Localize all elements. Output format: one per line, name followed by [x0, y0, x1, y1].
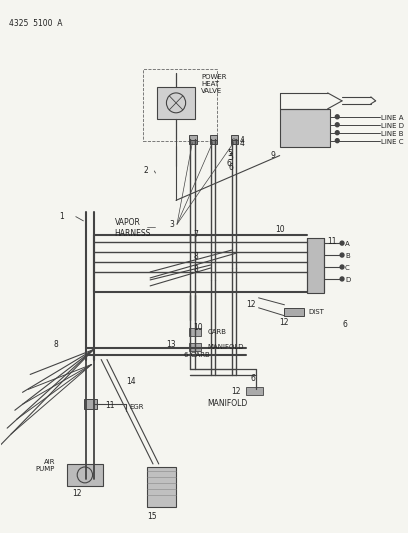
Bar [147, 467, 176, 507]
Text: 14: 14 [126, 377, 136, 386]
Bar [210, 140, 217, 144]
Bar [189, 135, 197, 140]
Bar [189, 343, 201, 351]
Bar [231, 135, 238, 140]
Bar [284, 308, 304, 316]
Text: 6 CARB: 6 CARB [184, 352, 209, 358]
Text: CARB: CARB [208, 329, 227, 335]
Bar [279, 109, 330, 147]
Bar [210, 135, 217, 140]
Circle shape [340, 277, 344, 281]
Circle shape [340, 253, 344, 257]
Bar [143, 69, 217, 141]
Text: 7: 7 [193, 230, 198, 239]
Text: 6: 6 [342, 320, 347, 329]
Text: A: A [345, 241, 350, 247]
Text: C: C [345, 265, 350, 271]
Text: DIST: DIST [308, 309, 324, 315]
Text: 4: 4 [239, 139, 244, 148]
Text: 13: 13 [166, 340, 176, 349]
Bar [189, 328, 201, 336]
Text: 8: 8 [53, 340, 58, 349]
Text: D: D [345, 277, 350, 283]
Circle shape [335, 139, 339, 143]
Text: 3: 3 [169, 220, 174, 229]
Text: 5: 5 [229, 152, 234, 161]
Text: LINE D: LINE D [381, 123, 404, 129]
Text: 12: 12 [279, 318, 289, 327]
Text: LINE A: LINE A [381, 115, 404, 121]
Text: 6: 6 [227, 158, 232, 167]
Text: 4: 4 [239, 136, 244, 144]
Text: LINE B: LINE B [381, 131, 404, 136]
Text: POWER
HEAT
VALVE: POWER HEAT VALVE [201, 74, 226, 94]
Text: 6: 6 [229, 163, 234, 172]
Text: 5: 5 [228, 149, 233, 158]
Text: 11: 11 [328, 237, 337, 246]
Text: B: B [345, 253, 350, 259]
Text: 9: 9 [270, 151, 275, 159]
Text: 6: 6 [251, 375, 256, 383]
Circle shape [335, 123, 339, 127]
Text: AIR
PUMP: AIR PUMP [36, 459, 55, 472]
Text: 8: 8 [193, 265, 198, 274]
Text: 12: 12 [232, 387, 241, 397]
Circle shape [335, 131, 339, 135]
Circle shape [335, 115, 339, 119]
Circle shape [340, 265, 344, 269]
Text: 12: 12 [72, 489, 82, 498]
Text: VAPOR
HARNESS: VAPOR HARNESS [115, 218, 151, 238]
Text: EGR: EGR [129, 404, 144, 410]
Bar [231, 140, 238, 144]
Text: LINE C: LINE C [381, 139, 404, 144]
Text: 10: 10 [193, 322, 203, 332]
Text: 2: 2 [143, 166, 148, 174]
Bar [67, 464, 103, 486]
Text: 10: 10 [275, 225, 284, 234]
Text: MANIFOLD: MANIFOLD [208, 344, 244, 350]
Text: 12: 12 [246, 300, 255, 309]
Text: 15: 15 [147, 512, 157, 521]
Bar [246, 387, 263, 395]
Bar [189, 140, 197, 144]
Text: 1: 1 [59, 212, 64, 221]
Text: MANIFOLD: MANIFOLD [207, 399, 247, 408]
Text: 4325  5100  A: 4325 5100 A [9, 19, 62, 28]
Circle shape [340, 241, 344, 245]
Text: 8: 8 [193, 252, 198, 261]
Bar [157, 87, 195, 119]
Bar [84, 399, 98, 409]
Text: 11: 11 [105, 401, 115, 410]
Bar [306, 238, 324, 293]
